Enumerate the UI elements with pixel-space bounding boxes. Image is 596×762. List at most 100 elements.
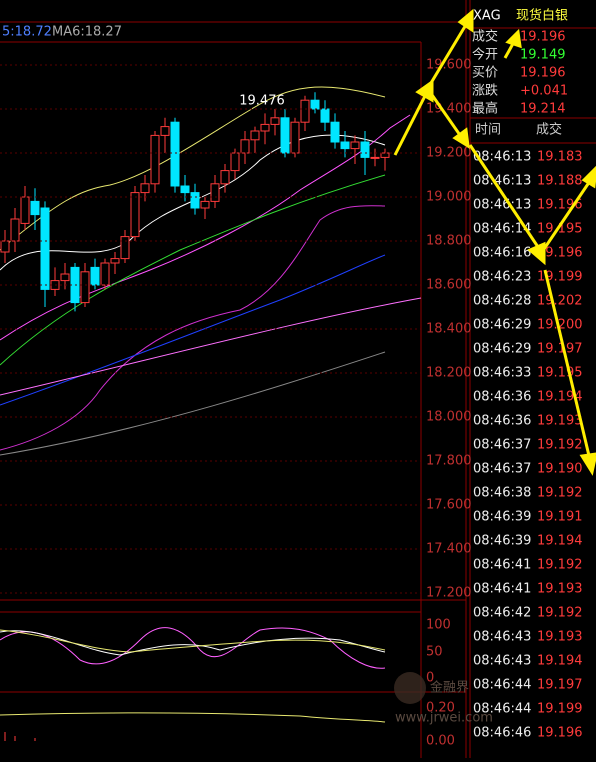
candle-body — [110, 258, 120, 264]
tick-time: 08:46:42 — [473, 606, 531, 621]
y-tick-label: 17.800 — [426, 454, 472, 469]
candle-body — [310, 99, 320, 110]
y-tick-label: 19.400 — [426, 102, 472, 117]
tick-price: 19.190 — [537, 462, 583, 477]
candle-body — [250, 130, 260, 141]
macd-tick: 0.00 — [426, 734, 455, 749]
tick-time: 08:46:43 — [473, 630, 531, 645]
candle-body — [350, 141, 360, 150]
candle-body — [230, 152, 240, 172]
candles — [0, 92, 390, 312]
tick-price: 19.183 — [537, 150, 583, 165]
tick-price: 19.194 — [537, 390, 583, 405]
tick-time: 08:46:44 — [473, 678, 531, 693]
y-tick-label: 18.000 — [426, 410, 472, 425]
candle-body — [40, 207, 50, 290]
candle-body — [200, 200, 210, 209]
y-tick-label: 17.400 — [426, 542, 472, 557]
tick-price: 19.195 — [537, 366, 583, 381]
tick-time: 08:46:37 — [473, 438, 531, 453]
tick-price: 19.191 — [537, 510, 583, 525]
legend-ma5: 5:18.72 — [2, 25, 52, 40]
y-tick-label: 18.200 — [426, 366, 472, 381]
candle-body — [240, 139, 250, 154]
watermark-url: www.jrwei.com — [395, 711, 493, 726]
tick-price: 19.193 — [537, 630, 583, 645]
candle-body — [20, 196, 30, 224]
quote-label: 买价 — [472, 66, 498, 81]
tick-time: 08:46:37 — [473, 462, 531, 477]
candle-body — [340, 141, 350, 150]
tick-price: 19.194 — [537, 534, 583, 549]
y-tick-label: 18.400 — [426, 322, 472, 337]
arrows — [393, 8, 596, 476]
tick-price: 19.195 — [537, 222, 583, 237]
tick-price: 19.192 — [537, 438, 583, 453]
legend-ma6: MA6:18.27 — [52, 25, 122, 40]
tick-time: 08:46:36 — [473, 414, 531, 429]
tick-time: 08:46:13 — [473, 174, 531, 189]
y-tick-label: 17.200 — [426, 586, 472, 601]
tick-time: 08:46:23 — [473, 270, 531, 285]
candle-body — [130, 192, 140, 238]
candle-body — [90, 266, 100, 286]
candle-body — [80, 271, 90, 304]
candle-body — [370, 156, 380, 159]
tick-time: 08:46:29 — [473, 342, 531, 357]
kdj-tick: 0 — [426, 671, 434, 686]
candle-body — [180, 185, 190, 194]
tick-price: 19.192 — [537, 558, 583, 573]
quote-value: 19.149 — [520, 48, 566, 63]
kdj-lines — [0, 627, 386, 669]
tick-price: 19.196 — [537, 246, 583, 261]
tick-price: 19.193 — [537, 582, 583, 597]
tick-time: 08:46:46 — [473, 726, 531, 741]
symbol-name: 现货白银 — [516, 8, 568, 24]
tick-time: 08:46:14 — [473, 222, 531, 237]
candle-body — [320, 108, 330, 123]
tick-time: 08:46:33 — [473, 366, 531, 381]
watermark-logo — [394, 672, 426, 704]
quote-value: +0.041 — [520, 84, 568, 99]
quote-label: 今开 — [472, 47, 498, 63]
tick-price: 19.196 — [537, 726, 583, 741]
candle-body — [100, 262, 110, 286]
y-tick-label: 18.800 — [426, 234, 472, 249]
tick-time: 08:46:13 — [473, 198, 531, 213]
quote-value: 19.196 — [520, 30, 566, 45]
tick-time: 08:46:13 — [473, 150, 531, 165]
candle-body — [120, 236, 130, 260]
tick-time: 08:46:41 — [473, 558, 531, 573]
tick-time: 08:46:29 — [473, 318, 531, 333]
tick-price: 19.192 — [537, 486, 583, 501]
macd-bars — [4, 732, 36, 741]
quote-value: 19.196 — [520, 66, 566, 81]
candle-body — [170, 121, 180, 187]
high-annotation: 19.476 — [239, 94, 285, 109]
tick-time: 08:46:38 — [473, 486, 531, 501]
macd-tick: 0.20 — [426, 701, 455, 716]
tick-price: 19.192 — [537, 606, 583, 621]
tick-time: 08:46:28 — [473, 294, 531, 309]
price-axis: 19.600 19.400 19.200 19.000 18.800 18.600 18.4… — [0, 58, 472, 601]
tick-time: 08:46:16 — [473, 246, 531, 261]
tick-price: 19.200 — [537, 318, 583, 333]
kdj-tick: 100 — [426, 618, 451, 633]
tick-time: 08:46:36 — [473, 390, 531, 405]
ticks-header-price: 成交 — [536, 122, 562, 138]
symbol: XAG — [473, 9, 501, 24]
tick-price: 19.194 — [537, 654, 583, 669]
quote-label: 涨跌 — [472, 83, 498, 99]
tick-price: 19.202 — [537, 294, 583, 309]
candle-body — [150, 134, 160, 185]
candle-body — [290, 121, 300, 154]
candle-body — [380, 152, 390, 158]
candle-body — [210, 183, 220, 202]
candle-body — [330, 121, 340, 143]
candle-body — [300, 99, 310, 123]
y-tick-label: 19.200 — [426, 146, 472, 161]
quote-rows: 成交 19.196 今开 19.149 买价 19.196 涨跌 +0.041 最高 19.214 — [472, 29, 568, 117]
